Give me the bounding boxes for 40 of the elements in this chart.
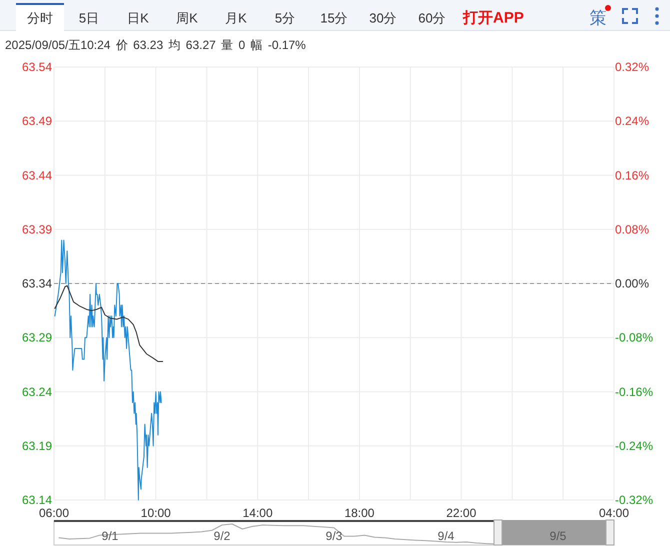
x-tick-label: 04:00 (598, 506, 630, 520)
y-tick-label: 63.39 (22, 222, 52, 236)
y-tick-label: 63.49 (22, 114, 52, 128)
y2-tick-label: -0.16% (615, 384, 654, 399)
x-tick-label: 14:00 (242, 506, 273, 520)
x-tick-label: 22:00 (446, 506, 476, 520)
y-tick-label: 63.54 (22, 60, 52, 74)
x-tick-label: 18:00 (344, 506, 374, 520)
y2-tick-label: 0.16% (615, 168, 650, 182)
y2-tick-label: 0.24% (615, 114, 650, 128)
y-tick-label: 63.24 (22, 384, 52, 399)
tab-label: 5日 (78, 10, 100, 26)
x-tick-label: 10:00 (140, 506, 171, 520)
y2-tick-label: 0.00% (615, 276, 650, 290)
tab-label: 月K (225, 10, 247, 26)
category-label: 9/4 (438, 529, 454, 543)
tab-label: 5分 (274, 10, 296, 26)
category-label: 9/2 (214, 529, 230, 543)
tab-label: 周K (176, 10, 198, 26)
y-tick-label: 63.29 (22, 330, 52, 345)
y2-tick-label: -0.32% (615, 493, 654, 507)
tab-label: 30分 (369, 10, 397, 26)
y-tick-label: 63.19 (22, 438, 52, 453)
y2-tick-label: 0.08% (615, 222, 650, 236)
y2-tick-label: -0.24% (615, 438, 654, 453)
subtitle: 2025/09/05/五10:24 价 63.23 均 63.27 量 0 幅 -0.17% (5, 38, 306, 52)
y-tick-label: 63.34 (22, 276, 52, 290)
y-tick-label: 63.14 (22, 493, 52, 507)
strategy-label: 策 (590, 8, 606, 28)
y-tick-label: 63.44 (22, 168, 52, 182)
x-tick-label: 06:00 (38, 506, 70, 520)
category-label: 9/1 (102, 529, 118, 543)
app-link-label: 打开APP (463, 10, 524, 26)
tab-label: 分时 (27, 10, 53, 26)
category-label: 9/3 (326, 529, 342, 543)
y2-tick-label: -0.08% (615, 330, 654, 345)
tab-label: 日K (127, 10, 149, 26)
tab-label: 15分 (320, 10, 348, 26)
y2-tick-label: 0.32% (615, 60, 650, 74)
tab-label: 60分 (418, 10, 446, 26)
